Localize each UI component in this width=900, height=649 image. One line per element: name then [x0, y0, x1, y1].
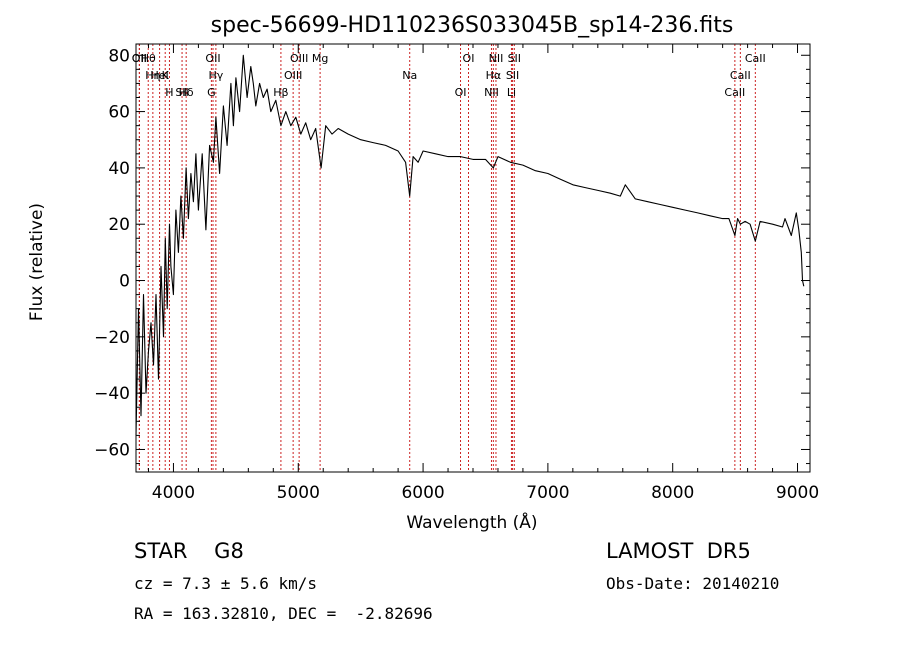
- plot-frame: [135, 43, 811, 473]
- x-tick-label: 8000: [651, 483, 694, 503]
- x-tick-label: 9000: [776, 483, 819, 503]
- y-tick-label: 0: [119, 272, 130, 292]
- line-marker-label: Hγ: [208, 69, 223, 82]
- y-tick-label: 40: [108, 159, 130, 179]
- observation-date: Obs-Date: 20140210: [606, 574, 780, 593]
- line-marker-label: Hβ: [273, 86, 288, 99]
- line-marker-label: Na: [402, 69, 417, 82]
- line-marker-label: H: [165, 86, 173, 99]
- y-tick-label: −40: [94, 384, 130, 404]
- line-markers: [138, 44, 756, 472]
- y-axis-label: Flux (relative): [27, 203, 47, 321]
- x-axis: 4000 5000 6000 7000 8000 9000: [147, 44, 819, 503]
- x-tick-label: 7000: [526, 483, 569, 503]
- spectrum-line: [135, 54, 805, 436]
- line-marker-label: CaII: [724, 86, 745, 99]
- y-axis: −60 −40 −20 0 20 40 60 80: [94, 46, 810, 465]
- line-marker-label: Hη: [145, 69, 160, 82]
- y-tick-label: 60: [108, 103, 130, 123]
- line-marker-labels: HθKHδOIIHeISIIOIIHηHOIIHγGOIIIOIIIHβMgNa…: [132, 52, 766, 99]
- line-marker-label: Mg: [312, 52, 328, 65]
- object-class: STAR G8: [134, 539, 244, 563]
- coordinates: RA = 163.32810, DEC = -2.82696: [134, 604, 433, 623]
- line-marker-label: SII: [175, 86, 188, 99]
- line-marker-label: OII: [205, 52, 220, 65]
- line-marker-label: SII: [506, 69, 519, 82]
- x-tick-label: 6000: [401, 483, 444, 503]
- line-marker-label: Hα: [486, 69, 502, 82]
- line-marker-label: CaII: [730, 69, 751, 82]
- line-marker-label: CaII: [745, 52, 766, 65]
- line-marker-label: OII: [132, 52, 147, 65]
- line-marker-label: NII: [484, 86, 499, 99]
- line-marker-label: OIII: [290, 52, 308, 65]
- line-marker-label: OI: [463, 52, 475, 65]
- line-marker-label: NII: [489, 52, 504, 65]
- redshift-velocity: cz = 7.3 ± 5.6 km/s: [134, 574, 318, 593]
- y-tick-label: −60: [94, 440, 130, 460]
- line-marker-label: K: [162, 69, 170, 82]
- line-marker-label: OI: [455, 86, 467, 99]
- line-marker-label: SII: [508, 52, 521, 65]
- y-tick-label: 80: [108, 46, 130, 66]
- x-axis-label: Wavelength (Å): [406, 511, 537, 533]
- line-marker-label: OIII: [284, 69, 302, 82]
- spectrum-series: [135, 54, 805, 436]
- chart-title: spec-56699-HD110236S033045B_sp14-236.fit…: [211, 13, 734, 38]
- x-tick-label: 4000: [152, 483, 195, 503]
- line-marker-label: HeI: [150, 69, 168, 82]
- survey-name: LAMOST DR5: [606, 539, 751, 563]
- line-marker-label: Li: [507, 86, 516, 99]
- y-tick-label: −20: [94, 328, 130, 348]
- x-tick-label: 5000: [277, 483, 320, 503]
- line-marker-label: G: [207, 86, 216, 99]
- y-tick-label: 20: [108, 215, 130, 235]
- line-marker-label: Hδ: [179, 86, 194, 99]
